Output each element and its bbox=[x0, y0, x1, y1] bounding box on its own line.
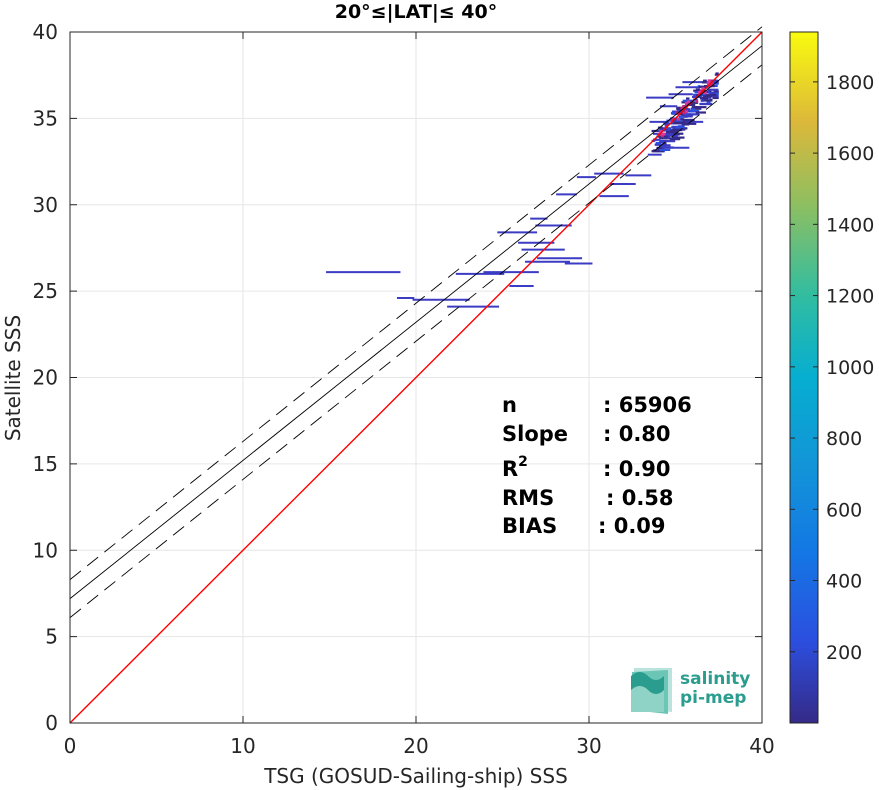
y-tick-label: 15 bbox=[33, 452, 58, 476]
data-point-highlight bbox=[701, 87, 705, 91]
data-point-highlight bbox=[682, 105, 686, 109]
line-fit- bbox=[69, 26, 763, 580]
data-point-highlight bbox=[687, 100, 691, 104]
x-tick-label: 30 bbox=[576, 734, 601, 758]
y-tick-label: 25 bbox=[33, 279, 58, 303]
stat-value-n: : 65906 bbox=[603, 393, 692, 417]
data-point-highlight bbox=[707, 79, 711, 83]
line-fit bbox=[69, 45, 763, 599]
y-axis: 0 5 10 15 20 25 30 35 40 bbox=[33, 20, 762, 735]
y-tick-label: 5 bbox=[45, 625, 58, 649]
x-tick-label: 10 bbox=[230, 734, 255, 758]
colorbar-tick-label: 1000 bbox=[826, 357, 874, 379]
line-fit- bbox=[69, 64, 763, 618]
data-point-highlight bbox=[680, 106, 684, 110]
colorbar-tick-label: 1400 bbox=[826, 214, 874, 236]
regression-lines bbox=[69, 26, 763, 724]
data-point-highlight bbox=[708, 84, 712, 88]
x-axis: 0 10 20 30 40 bbox=[64, 32, 775, 758]
colorbar-tick-label: 200 bbox=[826, 642, 862, 664]
logo-text-pimep: pi-mep bbox=[680, 688, 746, 708]
logo-text-salinity: salinity bbox=[680, 669, 750, 689]
data-point-highlight bbox=[706, 81, 710, 85]
data-point-highlight bbox=[660, 134, 664, 138]
y-axis-label: Satellite SSS bbox=[1, 315, 25, 441]
x-tick-label: 20 bbox=[403, 734, 428, 758]
colorbar-tick-label: 1200 bbox=[826, 286, 874, 308]
colorbar-tick-label: 600 bbox=[826, 499, 862, 521]
wave-logo-icon bbox=[631, 668, 672, 714]
y-tick-label: 35 bbox=[33, 106, 58, 130]
stat-label-rms: RMS bbox=[502, 486, 554, 510]
stat-label-slope: Slope bbox=[502, 422, 568, 446]
stat-value-rms: : 0.58 bbox=[606, 486, 674, 510]
data-point-highlight bbox=[660, 132, 664, 136]
x-tick-label: 40 bbox=[749, 734, 774, 758]
stat-label-r2: R2 bbox=[502, 454, 528, 481]
stat-label-n: n bbox=[502, 393, 517, 417]
colorbar-tick-label: 1800 bbox=[826, 72, 874, 94]
data-point-highlight bbox=[659, 130, 663, 134]
y-tick-label: 0 bbox=[45, 711, 58, 735]
data-point-highlight bbox=[710, 81, 714, 85]
stat-value-slope: : 0.80 bbox=[603, 422, 671, 446]
salinity-pimep-logo: salinity pi-mep bbox=[631, 668, 750, 714]
line-1-1 bbox=[69, 31, 763, 724]
stat-value-bias: : 0.09 bbox=[598, 514, 666, 538]
data-point-highlight bbox=[671, 117, 675, 121]
data-point-highlight bbox=[703, 91, 707, 95]
x-axis-label: TSG (GOSUD-Sailing-ship) SSS bbox=[263, 764, 568, 788]
data-point-highlight bbox=[662, 132, 666, 136]
data-point-highlight bbox=[695, 99, 699, 103]
chart-title: 20°≤|LAT|≤ 40° bbox=[335, 1, 498, 23]
stats-block: n : 65906 Slope : 0.80 R2 : 0.90 RMS : 0… bbox=[502, 393, 692, 538]
y-tick-label: 10 bbox=[33, 538, 58, 562]
y-tick-label: 30 bbox=[33, 193, 58, 217]
data-point-highlight bbox=[699, 89, 703, 93]
colorbar-tick-label: 1600 bbox=[826, 143, 874, 165]
stat-label-bias: BIAS bbox=[502, 514, 557, 538]
r2-superscript: 2 bbox=[518, 454, 528, 470]
data-point-highlight bbox=[682, 111, 686, 115]
y-tick-label: 40 bbox=[33, 20, 58, 44]
colorbar bbox=[789, 31, 819, 724]
x-tick-label: 0 bbox=[64, 734, 77, 758]
data-point-highlight bbox=[676, 117, 680, 121]
colorbar-tick-label: 800 bbox=[826, 428, 862, 450]
data-point-highlight bbox=[697, 90, 701, 94]
y-tick-label: 20 bbox=[33, 366, 58, 390]
data-point-highlight bbox=[684, 101, 688, 105]
stat-value-r2: : 0.90 bbox=[603, 457, 671, 481]
colorbar-ticks: 200 400 600 800 1000 1200 1400 1600 1800 bbox=[790, 72, 874, 664]
data-point-highlight bbox=[684, 110, 688, 114]
colorbar-tick-label: 400 bbox=[826, 571, 862, 593]
